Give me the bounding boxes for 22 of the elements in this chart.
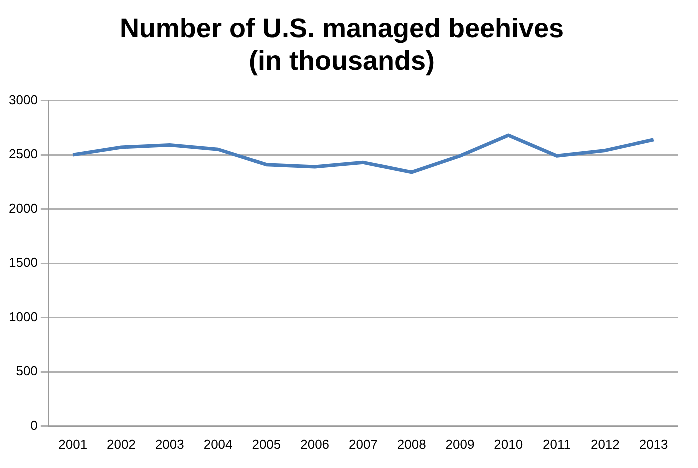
x-tick-label: 2003 [155,436,184,452]
y-tick-label: 1000 [9,309,38,324]
x-tick-label: 2006 [300,436,330,452]
text: Number of U.S. managed beehives [120,14,564,44]
y-tick-label: 500 [16,364,38,379]
x-tick-label: 2008 [397,436,426,452]
x-tick-label: 2013 [639,436,668,452]
y-tick-label: 0 [30,418,38,433]
x-tick-label: 2012 [590,436,620,452]
y-tick-label: 1500 [9,255,38,270]
x-tick-label: 2001 [58,436,88,452]
x-tick-label: 2005 [252,436,282,452]
x-tick-label: 2002 [107,436,136,452]
x-tick-label: 2004 [204,436,233,452]
y-tick-label: 2000 [9,200,38,216]
x-tick-label: 2007 [349,436,378,452]
text: (in thousands) [249,46,435,76]
x-tick-label: 2011 [543,436,572,452]
y-tick-label: 3000 [9,92,38,108]
y-tick-label: 2500 [9,146,38,162]
x-tick-label: 2009 [446,436,475,452]
x-tick-label: 2010 [494,436,524,452]
